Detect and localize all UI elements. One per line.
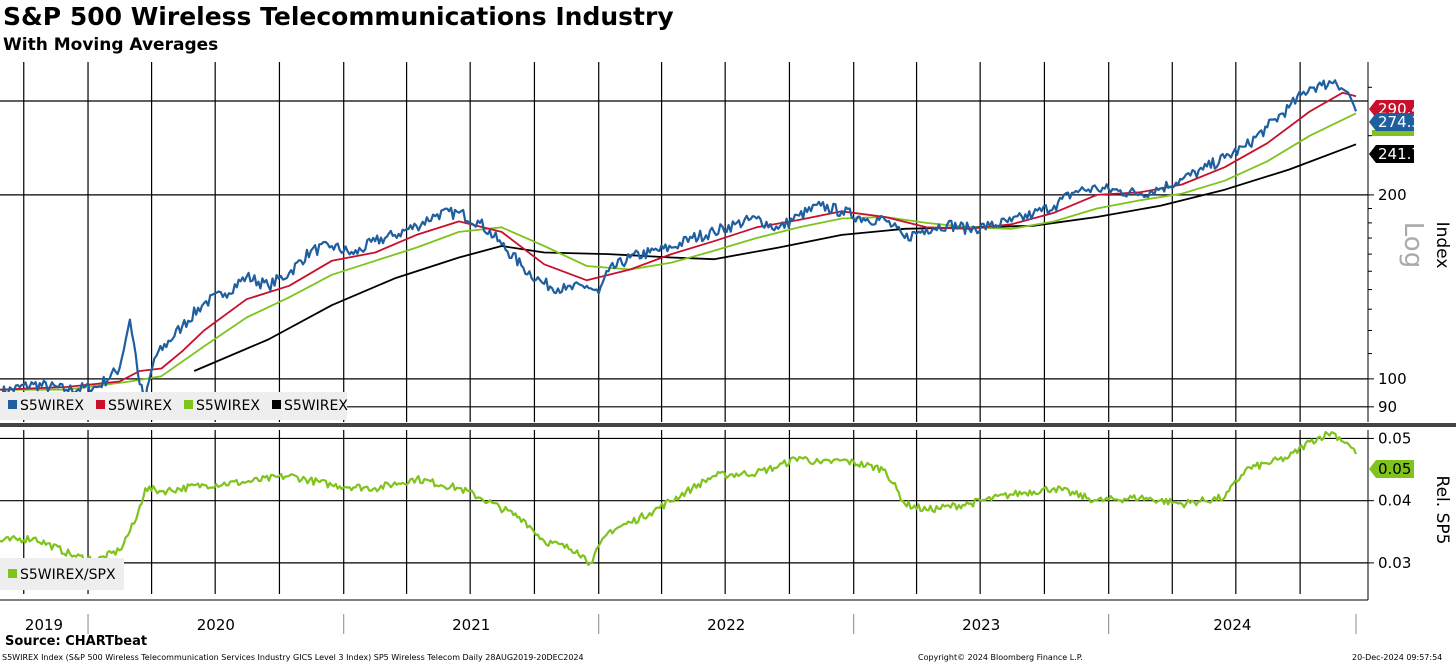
- legend-swatch: [96, 400, 105, 409]
- footer-description: S5WIREX Index (S&P 500 Wireless Telecomm…: [2, 653, 584, 662]
- series-line-ma50: [0, 91, 1357, 391]
- legend-entry: S5WIREX: [284, 398, 348, 414]
- legend-entry: S5WIREX: [108, 398, 172, 414]
- last-value-flag-relative: 0.05: [1369, 460, 1414, 478]
- panel-separator: [0, 423, 1456, 427]
- legend-entry: S5WIREX: [20, 398, 84, 414]
- series-line-ma100: [0, 112, 1357, 391]
- legend-swatch: [184, 400, 193, 409]
- last-value-flag-price: 274.39: [1369, 113, 1431, 131]
- x-tick-label: 2019: [25, 616, 63, 634]
- y-tick-label: 100: [1378, 370, 1407, 388]
- y-tick-label: 0.05: [1378, 429, 1411, 447]
- flag-shape: [1369, 460, 1414, 478]
- legend-background: [0, 392, 347, 420]
- y-tick-label: 0.04: [1378, 492, 1411, 510]
- last-value-flag-ma100: [1372, 130, 1414, 136]
- y-tick-label: 90: [1378, 398, 1397, 416]
- flag-shape: [1369, 145, 1414, 163]
- flag-value: 241.77: [1378, 145, 1431, 163]
- series-line-price: [0, 79, 1358, 403]
- chart-title: S&P 500 Wireless Telecommunications Indu…: [3, 2, 674, 31]
- legend-bottom: S5WIREX/SPX: [0, 558, 124, 590]
- last-value-flag-ma200: 241.77: [1369, 145, 1431, 163]
- vertical-gridlines: [23, 62, 1301, 594]
- legend-swatch: [272, 400, 281, 409]
- x-tick-label: 2024: [1213, 616, 1251, 634]
- x-tick-label: 2023: [962, 616, 1000, 634]
- legend-top: S5WIREX S5WIREX S5WIREX S5WIREX: [0, 392, 348, 420]
- series-line-relative: [0, 430, 1358, 566]
- x-tick-label: 2020: [197, 616, 235, 634]
- series-line-ma200: [193, 143, 1357, 372]
- y-axis-title-bottom: Rel. SP5: [1432, 476, 1452, 545]
- legend-swatch: [8, 569, 17, 578]
- chart-subtitle: With Moving Averages: [3, 35, 219, 55]
- flag-value: 274.39: [1378, 113, 1431, 131]
- legend-entry: S5WIREX/SPX: [20, 567, 116, 583]
- source-label: Source: CHARTbeat: [5, 634, 148, 649]
- x-tick-label: 2022: [707, 616, 745, 634]
- y-tick-label: 200: [1378, 186, 1407, 204]
- y-axis-title-top: Index: [1432, 222, 1452, 269]
- legend-swatch: [8, 400, 17, 409]
- footer-copyright: Copyright© 2024 Bloomberg Finance L.P.: [918, 653, 1083, 662]
- footer-timestamp: 20-Dec-2024 09:57:54: [1352, 653, 1443, 662]
- flag-shape: [1369, 113, 1414, 131]
- legend-entry: S5WIREX: [196, 398, 260, 414]
- legend-background: [0, 558, 124, 590]
- y-tick-label: 0.03: [1378, 554, 1411, 572]
- flag-value: 0.05: [1378, 460, 1411, 478]
- x-tick-label: 2021: [452, 616, 490, 634]
- scale-label: Log: [1398, 222, 1428, 268]
